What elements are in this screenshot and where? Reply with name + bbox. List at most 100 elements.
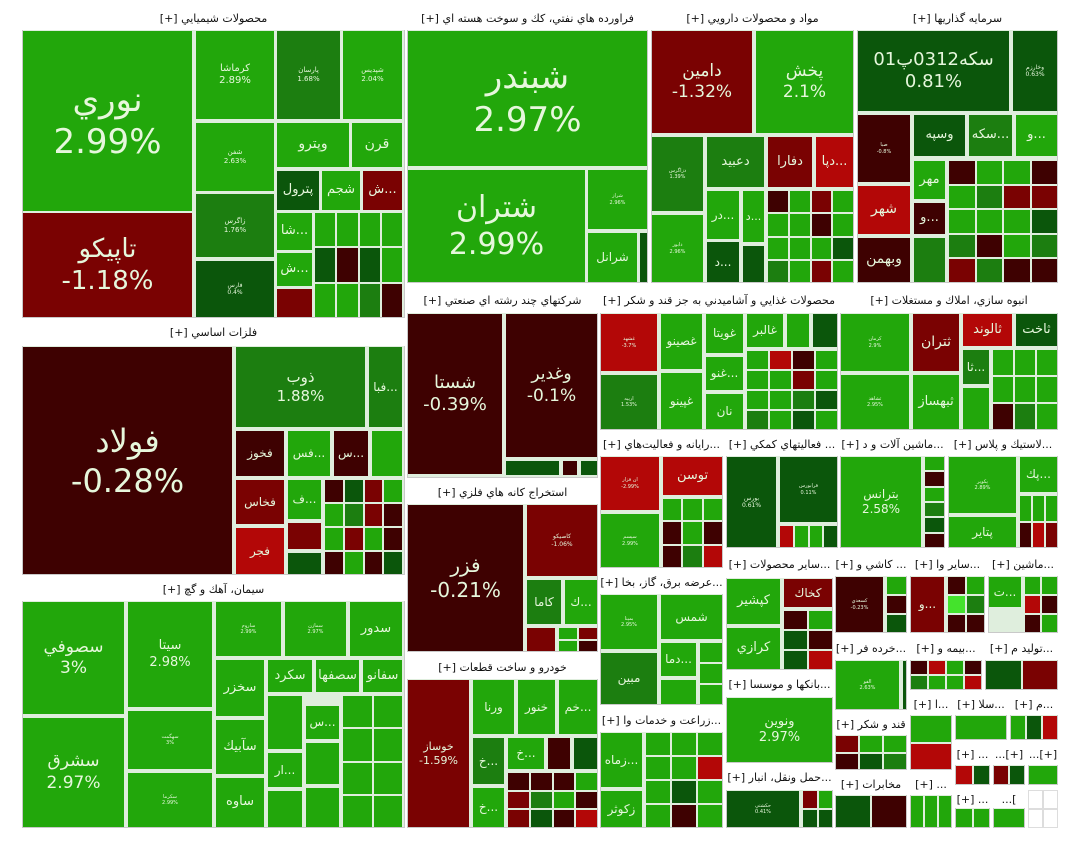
stock-tile[interactable]: سخزر — [216, 660, 264, 716]
stock-tile[interactable] — [663, 522, 681, 544]
stock-tile[interactable] — [345, 504, 363, 526]
stock-tile[interactable] — [1004, 161, 1030, 184]
stock-tile[interactable] — [925, 796, 937, 827]
stock-tile[interactable] — [343, 763, 372, 794]
stock-tile[interactable] — [315, 284, 335, 317]
stock-tile[interactable]: اربيه 1.53% — [601, 375, 657, 429]
stock-tile[interactable]: ساروم 2.99% — [216, 602, 281, 656]
stock-tile[interactable]: سكرد — [268, 660, 312, 692]
stock-tile[interactable] — [948, 596, 965, 613]
stock-tile[interactable] — [819, 810, 832, 827]
sector-header[interactable]: ...ماشين آلات و د [+] — [840, 432, 945, 456]
stock-tile[interactable] — [993, 377, 1013, 402]
stock-tile[interactable] — [925, 518, 944, 532]
stock-tile[interactable]: پكوير 2.89% — [949, 457, 1016, 513]
stock-tile[interactable] — [1042, 577, 1057, 594]
stock-tile[interactable] — [925, 534, 944, 547]
stock-tile[interactable]: ...غنو — [706, 357, 743, 390]
stock-tile[interactable] — [1033, 496, 1044, 521]
stock-tile[interactable] — [872, 796, 906, 827]
stock-tile[interactable] — [949, 161, 975, 184]
stock-tile[interactable] — [816, 411, 837, 429]
stock-tile[interactable] — [268, 791, 302, 827]
stock-tile[interactable] — [784, 631, 807, 649]
stock-tile[interactable]: سيسم 2.99% — [601, 514, 659, 567]
stock-tile[interactable] — [810, 526, 822, 547]
stock-tile[interactable] — [819, 791, 832, 808]
stock-tile[interactable] — [860, 736, 882, 752]
stock-tile[interactable]: شستا -0.39% — [408, 314, 502, 474]
sector-header[interactable]: ...عرضه برق، گاز، بخا [+] — [600, 570, 723, 594]
stock-tile[interactable]: قرن — [352, 123, 402, 167]
stock-tile[interactable] — [581, 461, 597, 475]
stock-tile[interactable] — [911, 661, 927, 674]
stock-tile[interactable] — [812, 214, 831, 236]
stock-tile[interactable] — [965, 676, 981, 689]
stock-tile[interactable] — [506, 461, 559, 475]
sector-header[interactable]: ...خرده فر [+] — [835, 636, 907, 660]
stock-tile[interactable] — [747, 411, 768, 429]
stock-tile[interactable] — [784, 611, 807, 629]
stock-tile[interactable] — [548, 738, 570, 769]
sector-header[interactable]: ...زراعت و خدمات وا [+] — [600, 708, 723, 732]
stock-tile[interactable] — [315, 213, 335, 246]
stock-tile[interactable]: سصفها — [316, 660, 359, 692]
stock-tile[interactable] — [965, 661, 981, 674]
sector-header[interactable]: فلزات اساسي [+] — [22, 320, 405, 346]
stock-tile[interactable]: وسپه — [914, 115, 965, 156]
stock-tile[interactable] — [956, 716, 1006, 739]
stock-tile[interactable] — [956, 766, 972, 784]
stock-tile[interactable]: كپشير — [727, 579, 780, 624]
stock-tile[interactable]: سفانو — [363, 660, 402, 692]
stock-tile[interactable] — [365, 552, 382, 574]
stock-tile[interactable]: ...و — [914, 203, 945, 234]
stock-tile[interactable] — [663, 499, 681, 520]
stock-tile[interactable] — [531, 773, 552, 790]
stock-tile[interactable]: ...خم — [559, 680, 597, 734]
stock-tile[interactable]: پتاير — [949, 517, 1016, 547]
stock-tile[interactable] — [790, 191, 810, 212]
stock-tile[interactable] — [977, 259, 1002, 282]
sector-header[interactable]: ...لاستيك و پلاس [+] — [948, 432, 1058, 456]
stock-tile[interactable]: نان — [706, 394, 743, 429]
stock-tile[interactable] — [374, 696, 402, 727]
stock-tile[interactable] — [812, 261, 831, 282]
stock-tile[interactable]: وغدير -0.1% — [506, 314, 597, 457]
stock-tile[interactable]: ...و — [911, 577, 944, 632]
stock-tile[interactable]: فرابورس 0.11% — [780, 457, 837, 522]
stock-tile[interactable] — [268, 696, 302, 749]
stock-tile[interactable] — [1046, 496, 1057, 521]
stock-tile[interactable]: ...دپا — [816, 137, 853, 187]
stock-tile[interactable] — [967, 596, 984, 613]
stock-tile[interactable]: فزر -0.21% — [408, 505, 523, 651]
stock-tile[interactable] — [1032, 186, 1057, 208]
stock-tile[interactable] — [948, 577, 965, 594]
stock-tile[interactable]: ...خ — [473, 788, 504, 827]
stock-tile[interactable] — [563, 461, 577, 475]
stock-tile[interactable] — [790, 261, 810, 282]
stock-tile[interactable] — [384, 480, 402, 502]
stock-tile[interactable] — [948, 615, 965, 632]
stock-tile[interactable]: ...ثا — [963, 350, 989, 384]
stock-tile[interactable]: ساوه — [216, 778, 264, 827]
stock-tile[interactable]: وپترو — [277, 123, 349, 167]
stock-tile[interactable] — [977, 161, 1002, 184]
stock-tile[interactable]: ...س — [306, 706, 339, 739]
sector-header[interactable]: ... [+] — [955, 742, 990, 765]
stock-tile[interactable] — [780, 526, 793, 547]
stock-tile[interactable] — [663, 546, 681, 567]
stock-tile[interactable] — [698, 781, 722, 803]
stock-tile[interactable] — [683, 546, 702, 567]
sector-header[interactable]: ...رايانه و فعاليت‌هاي [+] — [600, 432, 723, 456]
stock-tile[interactable] — [747, 391, 768, 409]
stock-tile[interactable]: ...زماه — [601, 733, 642, 787]
stock-tile[interactable] — [770, 351, 791, 369]
stock-tile[interactable]: ونوين 2.97% — [727, 698, 832, 762]
stock-tile[interactable] — [698, 733, 722, 755]
stock-tile[interactable] — [911, 744, 951, 769]
stock-tile[interactable] — [836, 736, 858, 752]
sector-header[interactable]: ...ا [+] — [910, 692, 952, 715]
stock-tile[interactable] — [793, 371, 814, 389]
stock-tile[interactable] — [672, 781, 696, 803]
stock-tile[interactable]: ...ار — [268, 753, 302, 787]
